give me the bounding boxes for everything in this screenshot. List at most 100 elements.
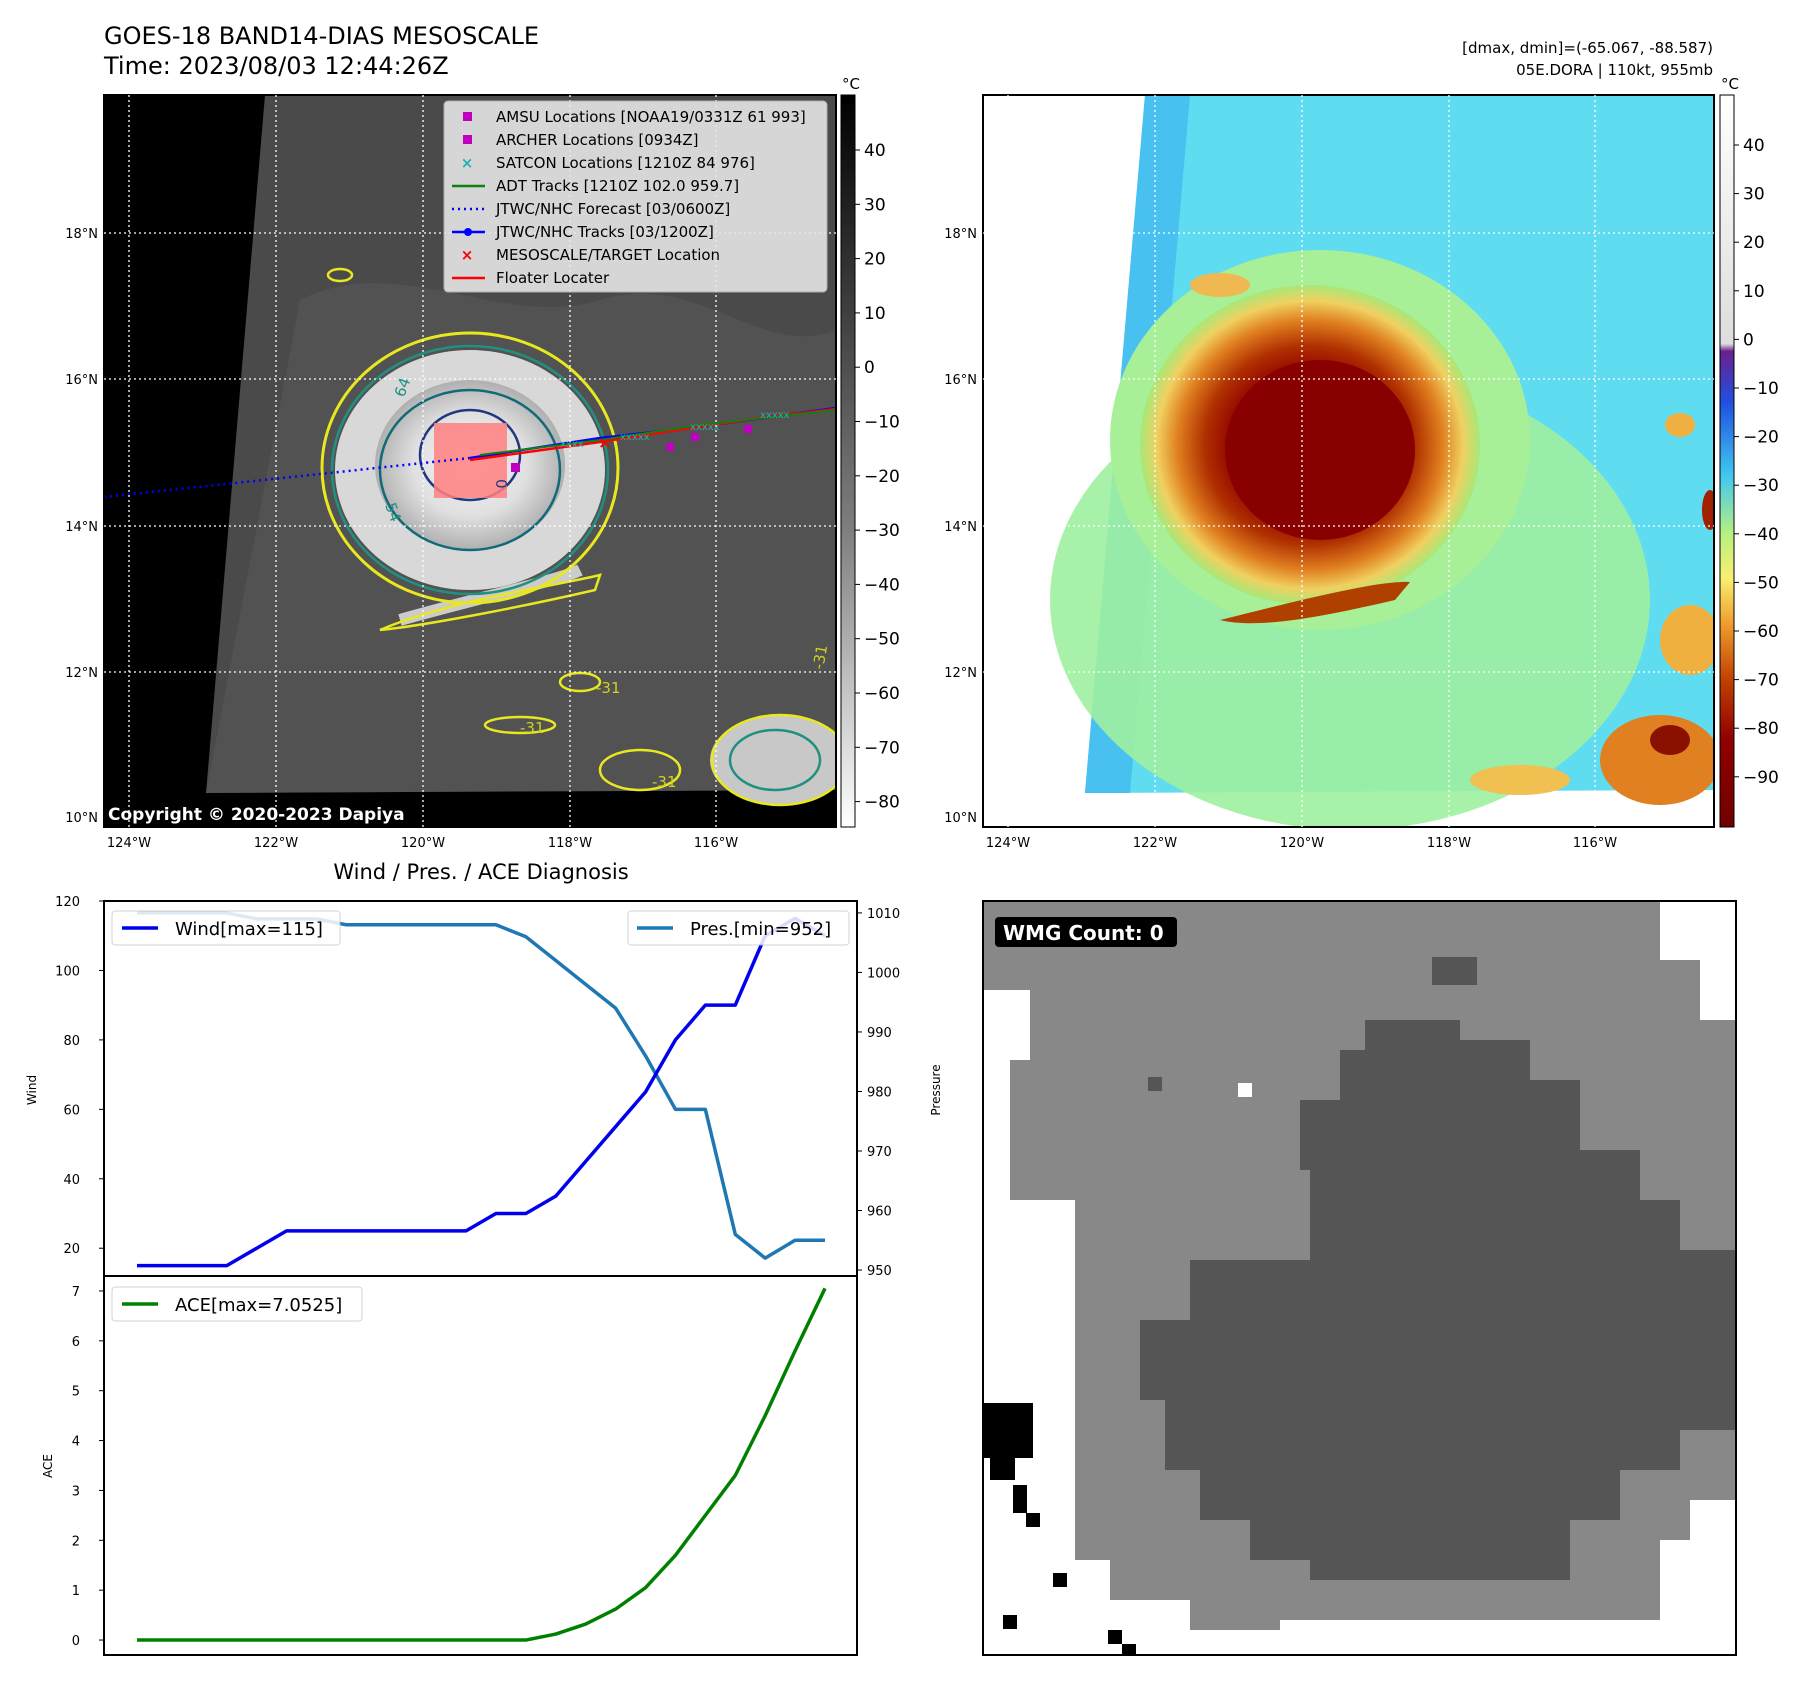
legend-label: SATCON Locations [1210Z 84 976] <box>496 154 755 172</box>
ace-axis-ticks: 0 1 2 3 4 5 6 7 <box>72 1285 104 1649</box>
wind-tick-label: 60 <box>63 1103 80 1118</box>
longitude-tick-label: 122°W <box>254 836 298 851</box>
gray-colorbar-tick-label: −70 <box>864 738 900 758</box>
legend-label: ADT Tracks [1210Z 102.0 959.7] <box>496 177 739 195</box>
wind-axis-label: Wind <box>25 1075 39 1105</box>
pressure-tick-label: 1000 <box>867 966 900 981</box>
contour-label: 64 <box>391 375 414 399</box>
time-title: Time: 2023/08/03 12:44:26Z <box>103 52 449 80</box>
pressure-axis-ticks: 950 960 970 980 990 1000 1010 <box>857 907 900 1279</box>
gray-colorbar-tick-label: −60 <box>864 684 900 704</box>
gray-colorbar-tick-label: −10 <box>864 413 900 433</box>
contour-label: -31 <box>520 719 545 737</box>
color-colorbar-tick-label: 10 <box>1743 282 1765 302</box>
color-colorbar-ticks: 40 30 20 10 0 −10 −20 −30 −40 −50 −60 −70 −80 −90 <box>1734 136 1779 788</box>
color-colorbar-tick-label: 30 <box>1743 185 1765 205</box>
copyright-text: Copyright © 2020-2023 Dapiya <box>108 805 405 825</box>
gray-colorbar-tick-label: −30 <box>864 521 900 541</box>
contour-label: -31 <box>596 679 621 697</box>
pressure-tick-label: 950 <box>867 1264 892 1279</box>
latitude-tick-label: 10°N <box>65 811 98 826</box>
latitude-tick-label: 14°N <box>65 520 98 535</box>
color-colorbar-tick-label: −30 <box>1743 476 1779 496</box>
wind-legend-label: Wind[max=115] <box>175 919 323 940</box>
ace-tick-label: 4 <box>72 1435 80 1450</box>
wind-series-line <box>137 916 826 1268</box>
ace-tick-label: 2 <box>72 1534 80 1549</box>
wmg-count-label: WMG Count: 0 <box>1003 921 1164 945</box>
left-map-gridlines: 124°W 122°W 120°W 118°W 116°W 18°N 16°N 14°N 12°… <box>65 95 836 851</box>
pressure-legend: Pres.[min=952] <box>627 910 850 946</box>
pressure-tick-label: 970 <box>867 1145 892 1160</box>
chart-title: Wind / Pres. / ACE Diagnosis <box>333 860 628 884</box>
longitude-tick-label: 120°W <box>401 836 445 851</box>
right-map-frame <box>982 94 1715 828</box>
latitude-tick-label: 10°N <box>944 811 977 826</box>
left-map-frame <box>103 94 837 828</box>
ace-tick-label: 7 <box>72 1285 80 1300</box>
legend-marker <box>463 135 472 144</box>
ace-axis-label: ACE <box>41 1454 55 1478</box>
ace-tick-label: 1 <box>72 1584 80 1599</box>
ace-legend-label: ACE[max=7.0525] <box>175 1295 342 1316</box>
color-colorbar-tick-label: −20 <box>1743 428 1779 448</box>
color-colorbar-tick-label: −60 <box>1743 622 1779 642</box>
wind-tick-label: 100 <box>55 964 80 979</box>
legend-marker: × <box>461 154 474 172</box>
ace-axes <box>103 1275 858 1656</box>
color-colorbar-unit: °C <box>1721 75 1739 93</box>
pressure-tick-label: 960 <box>867 1205 892 1220</box>
contour-label: -31 <box>652 773 677 791</box>
pressure-tick-label: 990 <box>867 1026 892 1041</box>
track-legend: AMSU Locations [NOAA19/0331Z 61 993] ARCH… <box>443 100 828 293</box>
svg-text:×: × <box>598 433 611 452</box>
grayscale-colorbar <box>840 94 856 828</box>
gray-colorbar-ticks: 40 30 20 10 0 −10 −20 −30 −40 −50 −60 −70 −80 <box>855 141 900 813</box>
pressure-tick-label: 980 <box>867 1085 892 1100</box>
wind-tick-label: 20 <box>63 1242 80 1257</box>
color-colorbar-tick-label: −50 <box>1743 573 1779 593</box>
ace-tick-label: 5 <box>72 1385 80 1400</box>
ir-color-enhanced-map <box>983 95 1714 827</box>
latitude-tick-label: 16°N <box>65 373 98 388</box>
color-colorbar-tick-label: −80 <box>1743 719 1779 739</box>
dmax-dmin-info: [dmax, dmin]=(-65.067, -88.587) <box>1462 39 1713 57</box>
legend-marker <box>463 112 472 121</box>
color-colorbar-tick-label: 20 <box>1743 233 1765 253</box>
latitude-tick-label: 12°N <box>944 666 977 681</box>
color-colorbar-tick-label: 0 <box>1743 330 1754 350</box>
color-colorbar-tick-label: −40 <box>1743 525 1779 545</box>
longitude-tick-label: 122°W <box>1133 836 1177 851</box>
contour-label: 0 <box>492 479 510 489</box>
gray-colorbar-tick-label: 0 <box>864 358 875 378</box>
wind-legend: Wind[max=115] <box>111 910 341 946</box>
wind-tick-label: 120 <box>55 895 80 910</box>
wind-tick-label: 40 <box>63 1173 80 1188</box>
right-map-gridlines: 124°W 122°W 120°W 118°W 116°W 18°N 16°N 14°N 12°… <box>944 95 1714 851</box>
gray-colorbar-unit: °C <box>842 75 860 93</box>
storm-info: 05E.DORA | 110kt, 955mb <box>1516 61 1713 79</box>
gray-colorbar-tick-label: 30 <box>864 195 886 215</box>
color-colorbar-tick-label: 40 <box>1743 136 1765 156</box>
color-colorbar-tick-label: −90 <box>1743 768 1779 788</box>
legend-label: JTWC/NHC Forecast [03/0600Z] <box>495 200 730 218</box>
svg-text:xxxxx: xxxxx <box>620 432 650 443</box>
pressure-tick-label: 1010 <box>867 907 900 922</box>
color-colorbar-tick-label: −10 <box>1743 379 1779 399</box>
pressure-axis-label: Pressure <box>929 1064 943 1115</box>
gray-colorbar-tick-label: −50 <box>864 630 900 650</box>
legend-label: JTWC/NHC Tracks [03/1200Z] <box>495 223 714 241</box>
gray-colorbar-tick-label: −20 <box>864 467 900 487</box>
gray-colorbar-tick-label: 10 <box>864 304 886 324</box>
wind-axis-ticks: 20 40 60 80 100 120 <box>55 895 104 1257</box>
legend-label: AMSU Locations [NOAA19/0331Z 61 993] <box>496 108 806 126</box>
legend-label: Floater Locater <box>496 269 610 287</box>
contour-label: -31 <box>809 643 831 670</box>
color-colorbar <box>1719 94 1735 828</box>
svg-text:xxxxx: xxxxx <box>690 422 720 433</box>
legend-marker <box>464 228 472 236</box>
latitude-tick-label: 16°N <box>944 373 977 388</box>
legend-marker: × <box>461 246 474 264</box>
longitude-tick-label: 124°W <box>107 836 151 851</box>
ace-tick-label: 0 <box>72 1634 80 1649</box>
